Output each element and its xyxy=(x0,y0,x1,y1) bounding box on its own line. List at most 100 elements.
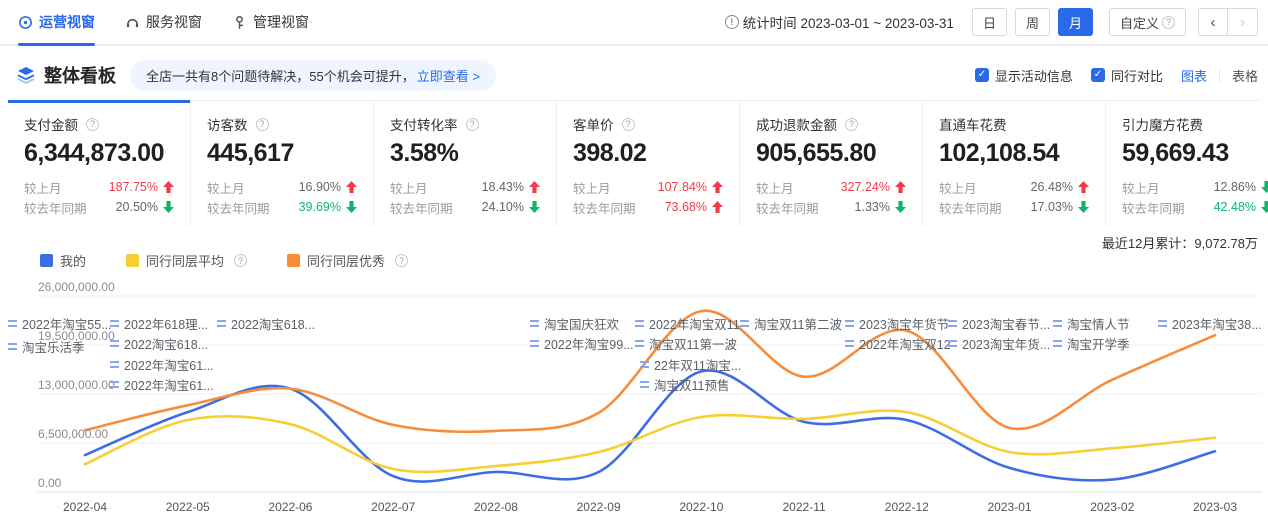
nav-tab-2[interactable]: 服务视窗 xyxy=(125,0,202,44)
activity-annotation[interactable]: 2023淘宝春节... xyxy=(948,314,1050,333)
kpi-card-title: 引力魔方花费 xyxy=(1122,114,1268,134)
help-icon[interactable]: ? xyxy=(86,117,99,131)
view-table-link[interactable]: 表格 xyxy=(1231,68,1258,84)
toggle-label: 同行对比 xyxy=(1110,68,1163,84)
annotation-marker-icon xyxy=(110,320,119,327)
kpi-value: 3.58% xyxy=(390,139,459,167)
activity-annotation[interactable]: 2022淘宝618... xyxy=(217,314,315,333)
help-icon[interactable]: ? xyxy=(465,117,479,131)
trend-label: 较上月 xyxy=(390,181,428,196)
prev-period-button[interactable]: ‹ xyxy=(1198,8,1228,36)
legend-item-1[interactable]: 我的 xyxy=(40,251,86,270)
checkbox-icon[interactable]: ✓ xyxy=(974,68,989,82)
activity-annotation[interactable]: 2022年淘宝双12 xyxy=(845,334,951,353)
activity-annotation[interactable]: 2022年淘宝双11 xyxy=(635,314,740,333)
kpi-card-6[interactable]: 直通车花费 102,108.54 较上月 26.48% 较去年同期 17.03% xyxy=(923,101,1106,225)
range-button-日[interactable]: 日 xyxy=(971,8,1007,36)
kpi-title-text: 成功退款金额 xyxy=(756,118,837,133)
activity-annotation[interactable]: 2022年淘宝99... xyxy=(530,334,634,353)
activity-annotation[interactable]: 22年双11淘宝... xyxy=(640,355,741,374)
kpi-card-title: 客单价? xyxy=(573,114,723,134)
annotation-marker-icon xyxy=(8,320,17,327)
legend-item-2[interactable]: 同行同层平均? xyxy=(126,251,248,270)
annotation-label: 淘宝情人节 xyxy=(1067,318,1130,332)
kpi-card-5[interactable]: 成功退款金额? 905,655.80 较上月 327.24% 较去年同期 1.33% xyxy=(740,101,923,225)
help-icon[interactable]: ? xyxy=(234,254,248,267)
trend-label: 较去年同期 xyxy=(939,201,1002,216)
info-icon: ! xyxy=(724,15,739,29)
nav-tabs: 运营视窗 服务视窗 管理视窗 xyxy=(0,0,309,46)
activity-annotation[interactable]: 2023淘宝年货节 xyxy=(845,314,949,333)
activity-annotation[interactable]: 淘宝开学季 xyxy=(1053,334,1130,353)
activity-annotation[interactable]: 淘宝乐活季 xyxy=(8,337,85,356)
annotation-label: 22年双11淘宝... xyxy=(654,359,742,373)
kpi-value: 102,108.54 xyxy=(939,139,1060,167)
activity-annotation[interactable]: 2023年淘宝38... xyxy=(1158,314,1262,333)
annotation-marker-icon xyxy=(110,381,119,388)
kpi-card-2[interactable]: 访客数? 445,617 较上月 16.90% 较去年同期 39.69% xyxy=(191,101,374,225)
kpi-mom-row: 较上月 187.75% xyxy=(24,177,174,197)
activity-annotation[interactable]: 2022年淘宝55... xyxy=(8,314,112,333)
kpi-card-title: 成功退款金额? xyxy=(756,114,906,134)
custom-range-button[interactable]: 自定义 ? xyxy=(1108,8,1186,36)
toggle-activity-info[interactable]: ✓ 显示活动信息 xyxy=(974,66,1073,85)
annotation-label: 淘宝国庆狂欢 xyxy=(544,318,620,332)
annotation-label: 2023淘宝年货... xyxy=(962,338,1051,352)
activity-annotation[interactable]: 2022年618理... xyxy=(110,314,208,333)
checkbox-icon[interactable]: ✓ xyxy=(1090,68,1105,82)
range-button-周[interactable]: 周 xyxy=(1014,8,1050,36)
kpi-yoy-row: 较去年同期 1.33% xyxy=(756,197,906,217)
arrow-up-icon xyxy=(163,181,174,193)
activity-annotation[interactable]: 2022淘宝618... xyxy=(110,334,208,353)
y-axis-label: 6,500,000.00 xyxy=(38,427,109,441)
activity-annotation[interactable]: 淘宝国庆狂欢 xyxy=(530,314,619,333)
help-icon[interactable]: ? xyxy=(621,117,635,131)
kpi-card-1[interactable]: 支付金额? 6,344,873.00 较上月 187.75% 较去年同期 20.50% xyxy=(8,100,191,225)
annotation-label: 2022年淘宝61... xyxy=(124,359,214,373)
kpi-title-text: 客单价 xyxy=(573,118,614,133)
toggle-peer-compare[interactable]: ✓ 同行对比 xyxy=(1090,66,1163,85)
x-axis-label: 2022-07 xyxy=(371,500,416,514)
view-chart-link[interactable]: 图表 xyxy=(1180,68,1207,84)
next-period-button[interactable]: › xyxy=(1228,8,1258,36)
series-同行同层优秀 xyxy=(83,309,1217,434)
range-button-月[interactable]: 月 xyxy=(1057,8,1093,36)
toggles: ✓ 显示活动信息 ✓ 同行对比 xyxy=(974,66,1163,85)
trend-value: 107.84% xyxy=(657,180,707,194)
trend-label: 较上月 xyxy=(573,181,611,196)
kpi-card-4[interactable]: 客单价? 398.02 较上月 107.84% 较去年同期 73.68% xyxy=(557,101,740,225)
annotation-label: 2022淘宝618... xyxy=(231,318,316,332)
help-icon[interactable]: ? xyxy=(845,117,858,131)
alert-view-link[interactable]: 立即查看 > xyxy=(416,68,480,84)
kpi-card-7[interactable]: 引力魔方花费 59,669.43 较上月 12.86% 较去年同期 42.48% xyxy=(1106,101,1268,225)
activity-annotation[interactable]: 2022年淘宝61... xyxy=(110,375,214,394)
arrow-down-icon xyxy=(1261,201,1268,213)
trend-label: 较上月 xyxy=(756,181,794,196)
activity-annotation[interactable]: 2023淘宝年货... xyxy=(948,334,1050,353)
kpi-title-text: 支付金额 xyxy=(24,118,78,133)
annotation-label: 淘宝乐活季 xyxy=(22,341,85,355)
annotation-label: 2023淘宝春节... xyxy=(962,318,1051,332)
kpi-card-title: 直通车花费 xyxy=(939,114,1089,134)
legend-item-3[interactable]: 同行同层优秀? xyxy=(287,251,409,270)
kpi-card-3[interactable]: 支付转化率? 3.58% 较上月 18.43% 较去年同期 24.10% xyxy=(374,101,557,225)
activity-annotation[interactable]: 2022年淘宝61... xyxy=(110,355,214,374)
arrow-up-icon xyxy=(1078,181,1089,193)
activity-annotation[interactable]: 淘宝双11第一波 xyxy=(635,334,737,353)
help-icon[interactable]: ? xyxy=(255,117,269,131)
headset-icon xyxy=(125,15,140,30)
kpi-yoy-row: 较去年同期 39.69% xyxy=(207,197,357,217)
nav-tab-1[interactable]: 运营视窗 xyxy=(18,0,95,46)
nav-tab-3[interactable]: 管理视窗 xyxy=(232,0,309,44)
x-axis-label: 2023-02 xyxy=(1090,500,1135,514)
arrow-down-icon xyxy=(1078,201,1089,213)
activity-annotation[interactable]: 淘宝情人节 xyxy=(1053,314,1130,333)
annotation-label: 2022年淘宝55... xyxy=(22,318,112,332)
nav-controls: ! 统计时间 2023-03-01 ~ 2023-03-31 日周月 自定义 ?… xyxy=(724,0,1268,44)
stat-time: ! 统计时间 2023-03-01 ~ 2023-03-31 xyxy=(724,12,954,32)
activity-annotation[interactable]: 淘宝双11第二波 xyxy=(740,314,842,333)
activity-annotation[interactable]: 淘宝双11预售 xyxy=(640,375,729,394)
help-icon[interactable]: ? xyxy=(395,254,409,267)
annotation-marker-icon xyxy=(845,340,854,347)
